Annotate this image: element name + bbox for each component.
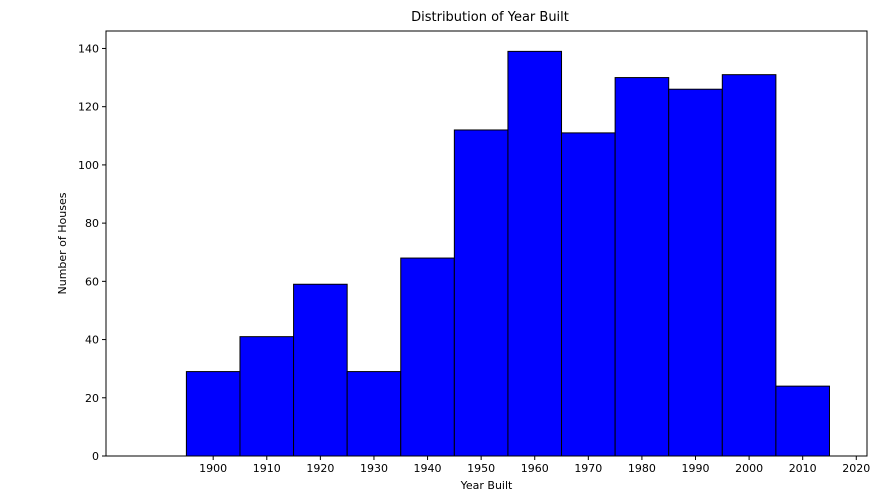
x-tick-label: 1980 bbox=[628, 462, 656, 475]
y-tick-label: 80 bbox=[85, 217, 99, 230]
bar-1985-1995 bbox=[668, 88, 723, 457]
bar-1905-1915 bbox=[239, 336, 295, 457]
y-axis-label: Number of Houses bbox=[56, 192, 69, 294]
x-tick-label: 1910 bbox=[253, 462, 281, 475]
y-tick-label: 120 bbox=[78, 101, 99, 114]
y-tick-label: 60 bbox=[85, 275, 99, 288]
x-tick-label: 1950 bbox=[467, 462, 495, 475]
x-tick-label: 1930 bbox=[360, 462, 388, 475]
x-axis-label: Year Built bbox=[460, 479, 513, 492]
x-tick-label: 1920 bbox=[306, 462, 334, 475]
x-tick-label: 1960 bbox=[521, 462, 549, 475]
y-tick-label: 0 bbox=[92, 450, 99, 463]
bar-1975-1985 bbox=[614, 77, 670, 457]
x-tick-label: 1970 bbox=[574, 462, 602, 475]
y-tick-label: 40 bbox=[85, 334, 99, 347]
x-tick-label: 2020 bbox=[842, 462, 870, 475]
y-ticks-group: 0 20 40 60 80 100 120 140 bbox=[78, 42, 106, 463]
bar-1935-1945 bbox=[400, 257, 455, 457]
x-tick-label: 1940 bbox=[414, 462, 442, 475]
bar-1945-1955 bbox=[453, 129, 509, 457]
x-tick-label: 1990 bbox=[682, 462, 710, 475]
bars-group bbox=[185, 50, 830, 457]
bar-1925-1935 bbox=[346, 371, 402, 457]
y-tick-label: 100 bbox=[78, 159, 99, 172]
y-tick-label: 140 bbox=[78, 42, 99, 55]
x-tick-label: 1900 bbox=[199, 462, 227, 475]
plot-frame bbox=[105, 30, 868, 457]
y-tick-label: 20 bbox=[85, 392, 99, 405]
bar-2005-2015 bbox=[775, 385, 830, 457]
bar-1995-2005 bbox=[721, 74, 777, 457]
x-tick-label: 2010 bbox=[789, 462, 817, 475]
bar-1915-1925 bbox=[293, 283, 348, 457]
x-ticks-group: 1900 1910 1920 1930 1940 1950 1960 1970 1980 1990… bbox=[199, 456, 870, 475]
chart-title: Distribution of Year Built bbox=[411, 10, 569, 25]
bar-1965-1975 bbox=[561, 132, 616, 457]
bar-1955-1965 bbox=[507, 50, 563, 457]
bar-1895-1905 bbox=[185, 371, 241, 457]
x-tick-label: 2000 bbox=[735, 462, 763, 475]
